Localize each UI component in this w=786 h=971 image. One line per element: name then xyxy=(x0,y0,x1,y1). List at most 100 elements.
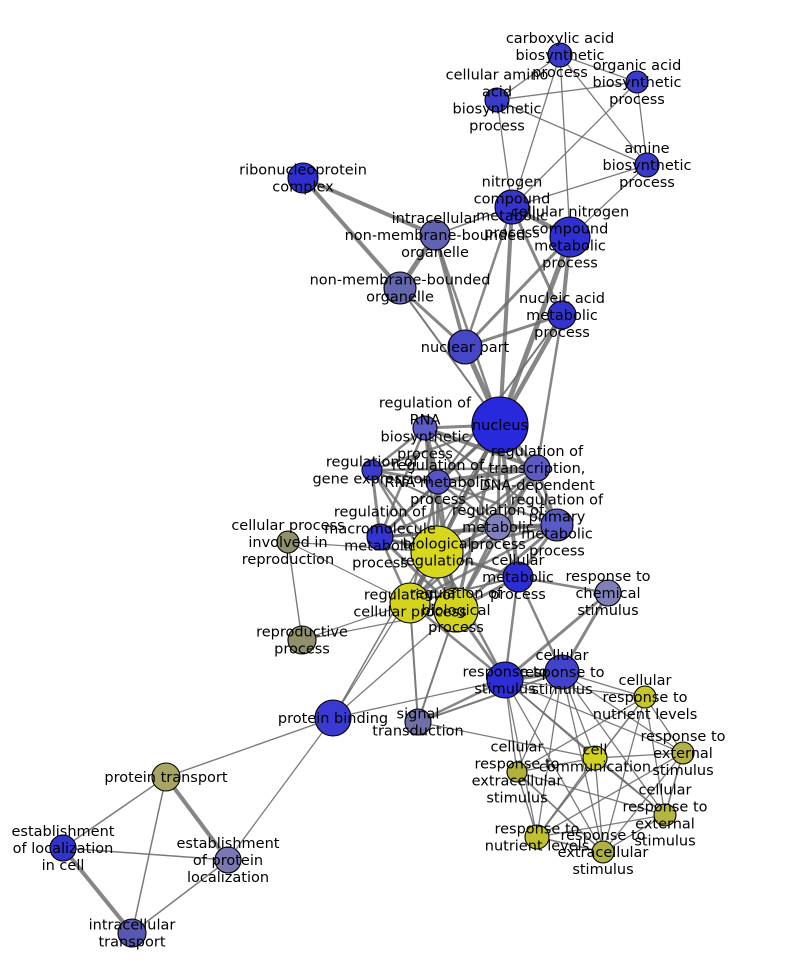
node-estloc[interactable]: establishment of localization in cell xyxy=(49,834,77,862)
node-sigtrans[interactable]: signal transduction xyxy=(404,708,432,736)
node-regmacro[interactable]: regulation of macromolecule metabolic pr… xyxy=(366,523,394,551)
node-label-respnutrient: response to nutrient levels xyxy=(485,822,590,855)
node-label-cellrespstim: cellular response to stimulus xyxy=(519,648,604,698)
node-nitrogen[interactable]: nitrogen compound metabolic process xyxy=(494,189,530,225)
node-regcellproc[interactable]: regulation of cellular process xyxy=(389,582,431,624)
node-cellamino[interactable]: cellular amino acid biosynthetic process xyxy=(484,87,510,113)
node-intranmb[interactable]: intracellular non-membrane-bounded organ… xyxy=(419,219,451,251)
edge-cellcomm-respextra xyxy=(594,757,604,853)
node-respnutrient[interactable]: response to nutrient levels xyxy=(524,824,550,850)
edge-ribonucleo-intranmb xyxy=(301,176,437,237)
node-cellmet[interactable]: cellular metabolic process xyxy=(502,561,534,593)
edge-cellcomm-sigtrans xyxy=(417,721,596,759)
node-nuclearpart[interactable]: nuclear part xyxy=(447,329,483,365)
node-label-regprimary: regulation of primary metabolic process xyxy=(511,493,604,560)
node-label-nuclearpart: nuclear part xyxy=(421,340,510,356)
edge-cellrespextra-respextra xyxy=(516,771,604,853)
node-prottrans[interactable]: protein transport xyxy=(151,762,181,792)
edge-protbind-prottrans xyxy=(165,717,334,778)
node-nmb[interactable]: non-membrane-bounded organelle xyxy=(383,271,417,305)
node-intratrans[interactable]: intracellular transport xyxy=(117,918,147,948)
node-label-amine: amine biosynthetic process xyxy=(603,141,692,191)
edge-nitrogen-nucleicacid xyxy=(510,205,564,317)
edge-respext-respnutrient xyxy=(536,752,684,838)
node-label-repro: reproductive process xyxy=(256,625,348,658)
node-regRNAmet[interactable]: regulation of RNA metabolic process xyxy=(425,469,451,495)
node-nucleus[interactable]: nucleus xyxy=(471,396,529,454)
edge-cellrespnutrient-cellrespextra xyxy=(516,696,646,773)
node-label-carboxylic: carboxylic acid biosynthetic process xyxy=(506,31,614,81)
edge-cellamino-amine xyxy=(496,99,648,166)
node-cellrespextra[interactable]: cellular response to extracellular stimu… xyxy=(506,761,528,783)
node-reggene[interactable]: regulation of gene expression xyxy=(361,459,383,481)
node-label-nmb: non-membrane-bounded organelle xyxy=(310,273,491,306)
node-regmet[interactable]: regulation of metabolic process xyxy=(484,513,512,541)
node-label-cellrespnutrient: cellular response to nutrient levels xyxy=(593,673,698,723)
node-label-intranmb: intracellular non-membrane-bounded organel… xyxy=(345,211,526,261)
node-cellrespstim[interactable]: cellular response to stimulus xyxy=(544,654,580,690)
node-protbind[interactable]: protein binding xyxy=(314,699,352,737)
edge-cellprocrepro-regcellproc xyxy=(287,541,411,604)
edge-reggene-regmet xyxy=(371,469,499,528)
edge-carboxylic-amine xyxy=(559,54,648,166)
edge-cellcomm-respext xyxy=(594,752,684,759)
node-amine[interactable]: amine biosynthetic process xyxy=(634,152,660,178)
node-regtrans[interactable]: regulation of transcription, DNA-depende… xyxy=(523,454,551,482)
node-estprotloc[interactable]: establishment of protein localization xyxy=(214,846,242,874)
node-repro[interactable]: reproductive process xyxy=(287,625,317,655)
node-respext[interactable]: response to external stimulus xyxy=(671,741,695,765)
edge-nitrogen-nuclearpart xyxy=(463,205,514,349)
node-label-regmet: regulation of metabolic process xyxy=(452,503,545,553)
node-label-prottrans: protein transport xyxy=(104,770,227,786)
edge-cellrespext-respextra xyxy=(602,814,666,853)
edge-cellnitrogen-nucleus xyxy=(497,234,573,428)
node-bioreg[interactable]: biological regulation xyxy=(410,525,464,579)
edge-intranmb-nuclearpart xyxy=(433,233,467,349)
node-carboxylic[interactable]: carboxylic acid biosynthetic process xyxy=(547,42,573,68)
node-label-regmacro: regulation of macromolecule metabolic proce… xyxy=(324,505,436,572)
nodes-layer: carboxylic acid biosynthetic process orga… xyxy=(49,42,695,948)
node-label-regRNAmet: regulation of RNA metabolic process xyxy=(384,458,491,508)
edge-respstim-protbind xyxy=(332,679,506,719)
edge-cellprocrepro-repro xyxy=(287,541,303,641)
node-cellrespext[interactable]: cellular response to external stimulus xyxy=(653,803,677,827)
node-chemstim[interactable]: response to chemical stimulus xyxy=(594,579,622,607)
edge-carboxylic-cellnitrogen xyxy=(559,54,571,238)
edge-organic-cellamino xyxy=(496,81,638,101)
node-label-cellmet: cellular metabolic process xyxy=(482,553,554,603)
node-respstim[interactable]: response to stimulus xyxy=(486,661,524,699)
edge-cellrespstim-cellrespextra xyxy=(516,671,563,773)
node-cellcomm[interactable]: cell communication xyxy=(582,745,608,771)
node-label-sigtrans: signal transduction xyxy=(372,707,463,740)
node-label-cellnitrogen: cellular nitrogen compound metabolic proces… xyxy=(511,205,629,272)
node-label-regbioproc: regulation of biological process xyxy=(410,586,503,636)
edge-cellamino-nitrogen xyxy=(496,99,513,208)
node-cellprocrepro[interactable]: cellular process involved in reproductio… xyxy=(276,530,300,554)
node-regRNAbio[interactable]: regulation of RNA biosynthetic process xyxy=(412,415,438,441)
edge-cellrespstim-respext xyxy=(561,671,684,754)
node-label-cellamino: cellular amino acid biosynthetic process xyxy=(446,68,549,135)
edge-cellrespstim-respnutrient xyxy=(536,671,563,838)
node-regprimary[interactable]: regulation of primary metabolic process xyxy=(540,508,574,542)
node-label-nucleicacid: nucleic acid metabolic process xyxy=(519,291,605,341)
node-respextra[interactable]: response to extracellular stimulus xyxy=(591,840,615,864)
node-label-respext: response to external stimulus xyxy=(640,729,725,779)
node-regbioproc[interactable]: regulation of biological process xyxy=(433,587,479,633)
node-label-intratrans: intracellular transport xyxy=(89,918,176,951)
edge-estprotloc-intratrans xyxy=(131,859,229,934)
edge-cellrespstim-sigtrans xyxy=(417,671,563,723)
node-cellnitrogen[interactable]: cellular nitrogen compound metabolic pro… xyxy=(549,216,591,258)
edge-cellrespextra-cellcomm xyxy=(516,757,596,773)
edge-regtrans-regRNAmet xyxy=(435,465,540,485)
edge-cellrespext-respnutrient xyxy=(536,814,666,838)
node-label-nucleus: nucleus xyxy=(472,418,528,434)
edge-regtrans-reggene xyxy=(370,466,539,472)
node-label-cellrespextra: cellular response to extracellular stimulus xyxy=(472,740,563,807)
node-ribonucleo[interactable]: ribonucleoprotein complex xyxy=(287,162,319,194)
node-organic[interactable]: organic acid biosynthetic process xyxy=(625,70,649,94)
node-nucleicacid[interactable]: nucleic acid metabolic process xyxy=(547,300,577,330)
edge-cellrespstim-cellrespext xyxy=(561,671,666,816)
edge-carboxylic-nitrogen xyxy=(511,54,561,208)
node-cellrespnutrient[interactable]: cellular response to nutrient levels xyxy=(633,685,657,709)
